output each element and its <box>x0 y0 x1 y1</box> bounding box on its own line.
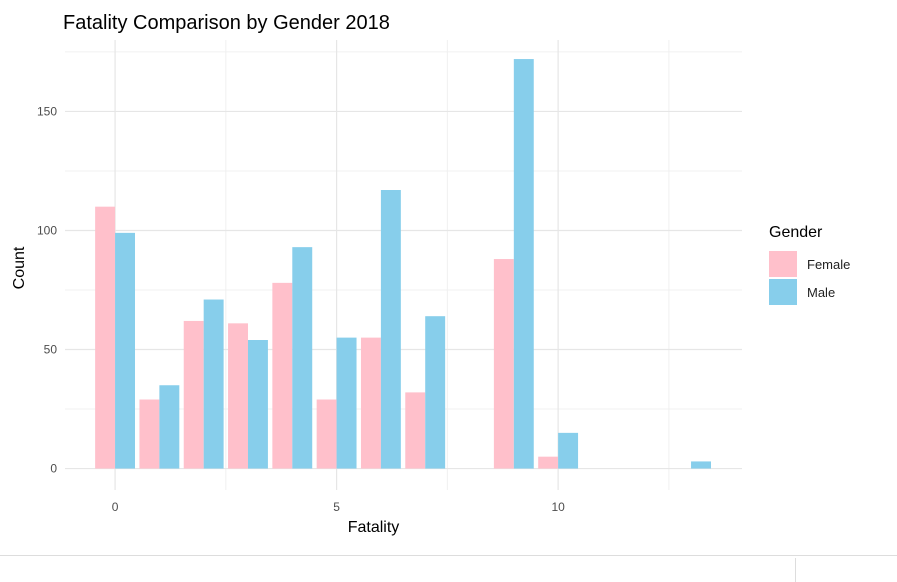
y-tick-label: 150 <box>37 104 57 118</box>
y-tick-label: 0 <box>50 462 57 476</box>
x-tick-label: 10 <box>551 500 565 514</box>
legend-item-male: Male <box>769 278 850 306</box>
footer-separator <box>795 558 796 582</box>
legend-label-female: Female <box>807 256 851 272</box>
bar-female <box>139 399 160 469</box>
bar-male <box>380 190 401 469</box>
bar-female <box>228 323 248 469</box>
bar-female <box>95 206 116 469</box>
chart-title: Fatality Comparison by Gender 2018 <box>63 12 390 34</box>
bar-female <box>272 282 293 469</box>
bar-male <box>203 299 224 469</box>
bar-male <box>115 232 136 469</box>
legend-item-female: Female <box>769 250 850 278</box>
legend-swatch-female <box>769 251 797 277</box>
bar-female <box>493 259 514 469</box>
legend-title: Gender <box>769 224 823 241</box>
bar-male <box>513 59 534 469</box>
bar-female <box>405 392 426 469</box>
footer-divider <box>0 555 897 556</box>
bar-male <box>336 337 357 469</box>
x-tick-label: 0 <box>112 500 119 514</box>
bar-female <box>183 320 204 469</box>
bar-female <box>360 337 381 469</box>
legend-label-male: Male <box>807 284 836 300</box>
bar-male <box>691 461 711 469</box>
y-axis-label: Count <box>11 246 28 289</box>
legend-swatch-male <box>769 279 797 305</box>
x-tick-label: 5 <box>333 500 340 514</box>
bar-female <box>538 456 559 469</box>
y-tick-label: 50 <box>44 343 58 357</box>
bar-male <box>425 316 446 469</box>
bar-male <box>247 340 268 469</box>
x-axis-label: Fatality <box>348 519 400 536</box>
bar-male <box>159 385 180 469</box>
bar-male <box>292 247 313 469</box>
y-tick-label: 100 <box>37 223 57 237</box>
bar-female <box>316 399 337 469</box>
legend: Gender Female Male <box>769 224 850 306</box>
bar-male <box>558 432 579 469</box>
